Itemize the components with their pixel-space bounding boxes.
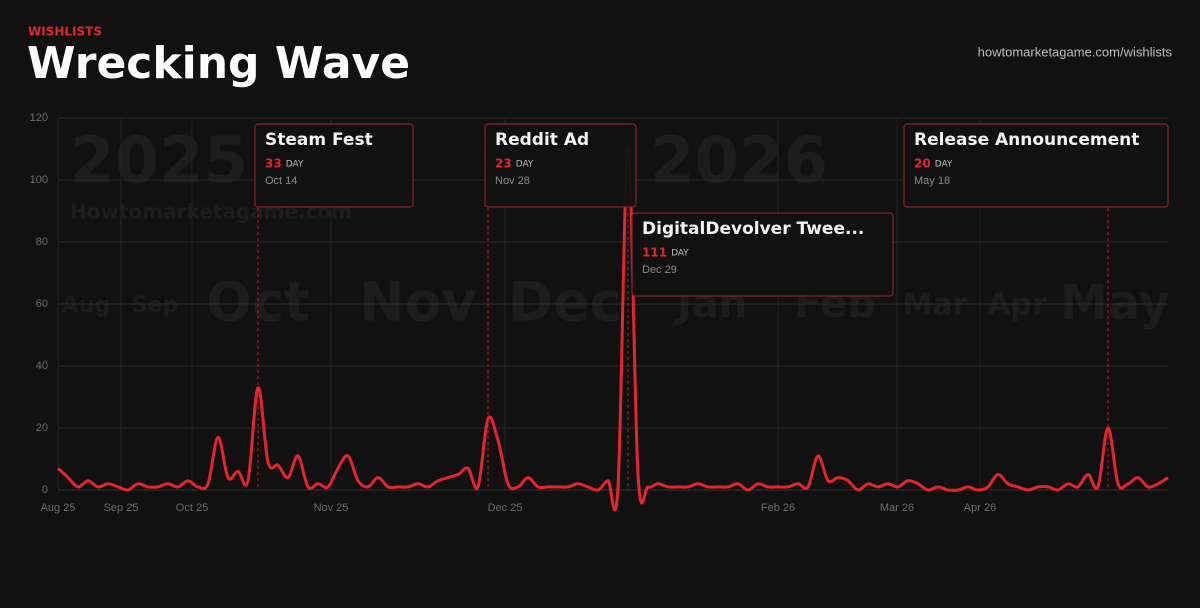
annotation-date: Nov 28: [495, 175, 530, 187]
annotation-unit: DAY: [935, 160, 953, 170]
x-tick-label: Apr 26: [964, 502, 996, 514]
x-tick-label: Nov 25: [314, 502, 349, 514]
watermark-year: 2026: [650, 125, 828, 199]
annotation-label: Release Announcement: [914, 130, 1139, 150]
x-tick-label: Sep 25: [104, 502, 139, 514]
watermark-month: Apr: [987, 288, 1047, 323]
y-tick-label: 40: [36, 360, 48, 372]
annotation-label: Steam Fest: [265, 130, 373, 150]
annotation-unit: DAY: [671, 249, 689, 259]
y-tick-label: 20: [36, 422, 48, 434]
y-tick-label: 80: [36, 236, 48, 248]
x-tick-label: Feb 26: [761, 502, 795, 514]
annotation-value: 111: [642, 246, 667, 260]
eyebrow: WISHLISTS: [28, 25, 102, 39]
chart-title: Wrecking Wave: [27, 38, 410, 89]
watermark-month: Dec: [508, 271, 621, 334]
y-tick-label: 100: [30, 174, 48, 186]
plot: 0 20 40 60 80 100 120 Aug 25 Sep 25 Oct 25 Nov 25 D…: [30, 112, 1169, 514]
annotation-box: [254, 123, 414, 208]
annotation-box: [484, 123, 637, 208]
watermark-month: Nov: [359, 271, 477, 334]
source-link[interactable]: howtomarketagame.com/wishlists: [978, 44, 1173, 59]
x-tick-label: Mar 26: [880, 502, 914, 514]
y-tick-label: 0: [42, 484, 48, 496]
annotation-box: [903, 123, 1169, 208]
watermark-month: Sep: [132, 293, 179, 318]
watermark-month: Mar: [903, 288, 968, 323]
annotation-box: [631, 212, 894, 297]
annotation-value: 33: [265, 157, 282, 171]
annotation-label: DigitalDevolver Twee...: [642, 219, 864, 239]
x-tick-label: Dec 25: [488, 502, 523, 514]
annotation-value: 23: [495, 157, 512, 171]
annotation-date: Oct 14: [265, 175, 297, 187]
y-tick-label: 60: [36, 298, 48, 310]
x-tick-label: Oct 25: [176, 502, 208, 514]
x-tick-label: Aug 25: [41, 502, 76, 514]
annotation-date: May 18: [914, 175, 950, 187]
annotation-value: 20: [914, 157, 931, 171]
annotation-label: Reddit Ad: [495, 130, 589, 150]
annotation-unit: DAY: [286, 160, 304, 170]
y-tick-label: 120: [30, 112, 48, 124]
watermark-year: 2025: [70, 125, 248, 199]
watermark-month: May: [1060, 275, 1170, 331]
annotation-date: Dec 29: [642, 264, 677, 276]
watermark-month: Aug: [62, 293, 110, 318]
annotation-unit: DAY: [516, 160, 534, 170]
line-series: [56, 144, 1169, 512]
